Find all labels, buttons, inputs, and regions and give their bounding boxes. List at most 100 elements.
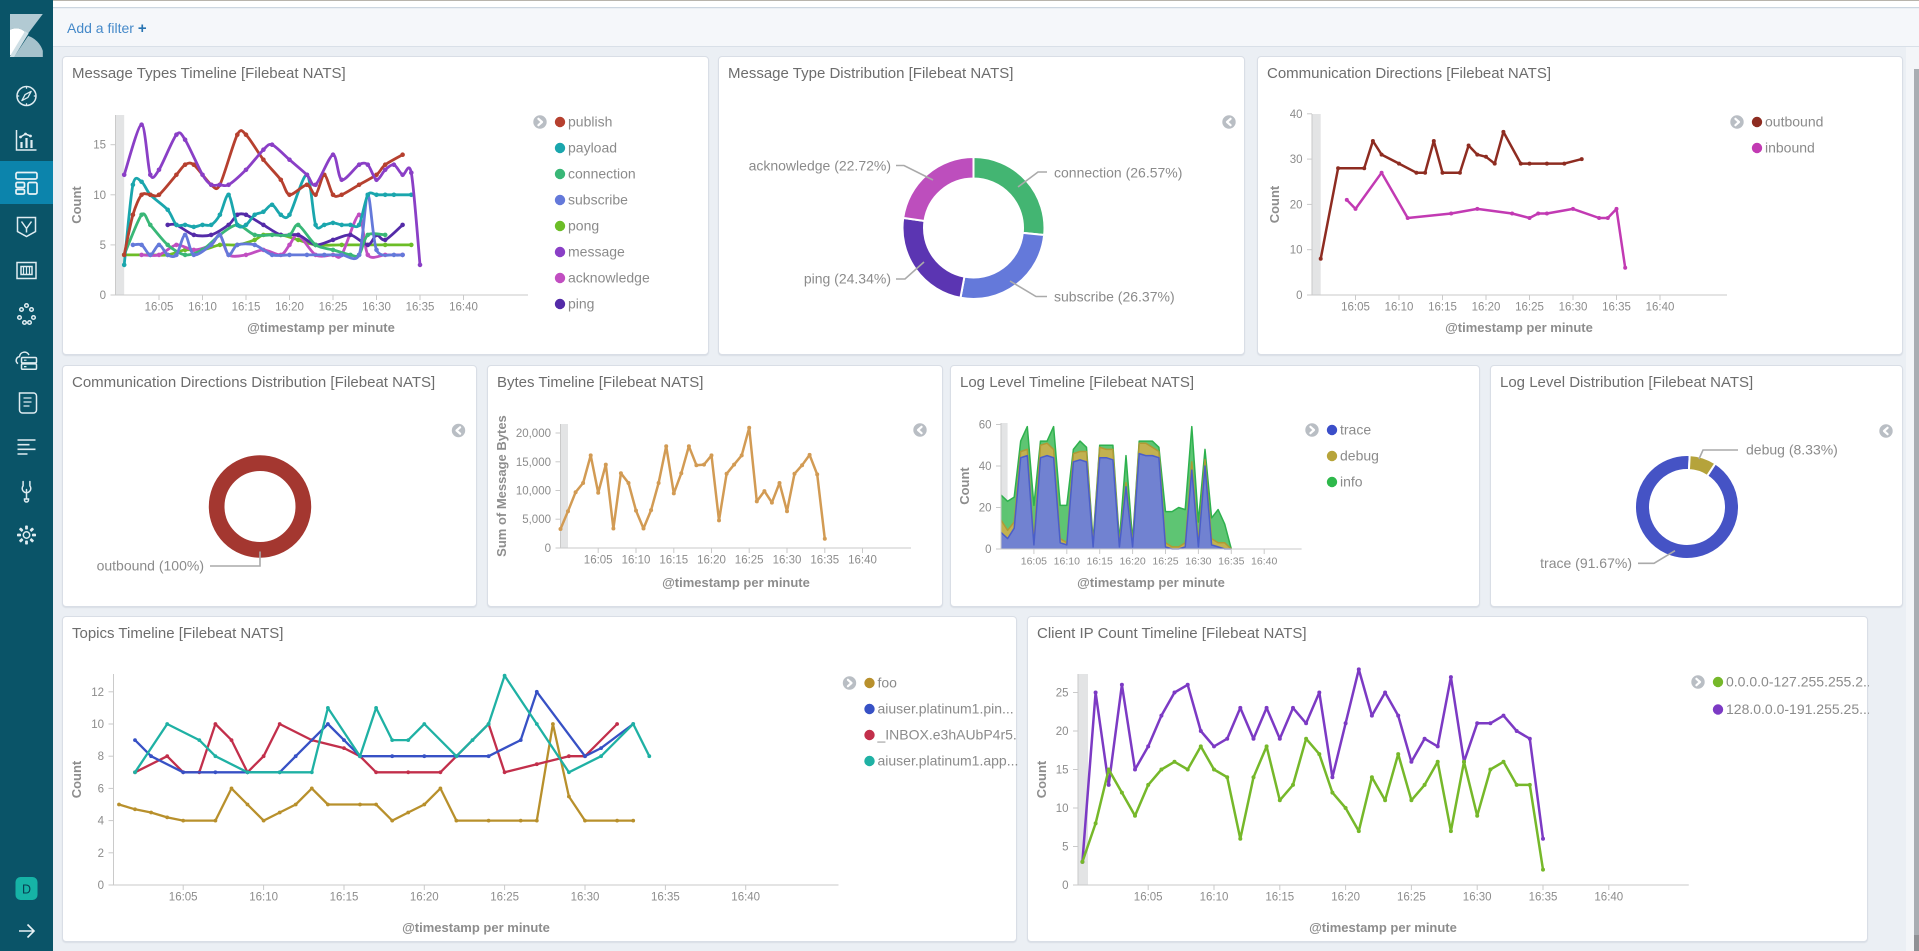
svg-text:D: D — [22, 883, 31, 897]
svg-text:16:25: 16:25 — [735, 555, 764, 567]
svg-text:16:15: 16:15 — [1087, 556, 1113, 568]
svg-text:16:30: 16:30 — [1185, 556, 1211, 568]
svg-text:10: 10 — [93, 190, 106, 202]
svg-text:foo: foo — [878, 675, 898, 691]
svg-text:6: 6 — [98, 783, 104, 795]
svg-text:Count: Count — [1267, 185, 1282, 223]
svg-text:_INBOX.e3hAUbP4r5...: _INBOX.e3hAUbP4r5... — [877, 727, 1019, 743]
svg-text:15: 15 — [1056, 765, 1069, 777]
svg-text:info: info — [1340, 474, 1363, 490]
svg-text:16:25: 16:25 — [1152, 556, 1178, 568]
svg-text:16:05: 16:05 — [1134, 892, 1163, 904]
svg-text:16:10: 16:10 — [1200, 892, 1229, 904]
svg-text:16:40: 16:40 — [1594, 892, 1623, 904]
svg-text:@timestamp per minute: @timestamp per minute — [1309, 920, 1457, 935]
svg-text:16:10: 16:10 — [622, 555, 651, 567]
svg-text:aiuser.platinum1.app...: aiuser.platinum1.app... — [878, 753, 1019, 769]
svg-text:Count: Count — [1034, 760, 1049, 798]
svg-text:0: 0 — [100, 290, 106, 302]
svg-text:payload: payload — [568, 140, 617, 156]
svg-text:16:40: 16:40 — [1646, 302, 1675, 314]
svg-text:5,000: 5,000 — [522, 514, 551, 526]
svg-text:16:15: 16:15 — [659, 555, 688, 567]
svg-text:4: 4 — [98, 816, 105, 828]
svg-text:16:25: 16:25 — [1515, 302, 1544, 314]
svg-text:16:10: 16:10 — [1054, 556, 1080, 568]
svg-text:@timestamp per minute: @timestamp per minute — [402, 920, 550, 935]
svg-text:16:20: 16:20 — [1119, 556, 1145, 568]
svg-text:16:05: 16:05 — [1021, 556, 1047, 568]
svg-text:outbound: outbound — [1765, 114, 1823, 130]
svg-text:16:20: 16:20 — [275, 302, 304, 314]
svg-text:40: 40 — [1290, 109, 1303, 121]
svg-text:2: 2 — [98, 848, 104, 860]
svg-text:connection: connection — [568, 166, 636, 182]
svg-text:10: 10 — [1290, 245, 1303, 257]
svg-text:16:40: 16:40 — [731, 892, 760, 904]
svg-text:0.0.0.0-127.255.255.2...: 0.0.0.0-127.255.255.2... — [1726, 674, 1869, 690]
svg-text:16:35: 16:35 — [1602, 302, 1631, 314]
svg-text:15,000: 15,000 — [516, 457, 551, 469]
svg-text:16:10: 16:10 — [249, 892, 278, 904]
svg-text:16:20: 16:20 — [697, 555, 726, 567]
svg-text:16:25: 16:25 — [319, 302, 348, 314]
svg-text:message: message — [568, 244, 625, 260]
svg-text:trace: trace — [1340, 422, 1371, 438]
svg-text:16:05: 16:05 — [145, 302, 174, 314]
svg-text:16:10: 16:10 — [1385, 302, 1414, 314]
svg-text:20: 20 — [1056, 726, 1069, 738]
svg-text:connection (26.57%): connection (26.57%) — [1054, 165, 1182, 181]
svg-text:subscribe (26.37%): subscribe (26.37%) — [1054, 289, 1175, 305]
svg-text:20: 20 — [1290, 199, 1303, 211]
svg-text:16:30: 16:30 — [1559, 302, 1588, 314]
svg-text:16:35: 16:35 — [1529, 892, 1558, 904]
svg-text:@timestamp per minute: @timestamp per minute — [247, 320, 395, 335]
svg-text:acknowledge: acknowledge — [568, 270, 650, 286]
svg-text:0: 0 — [98, 880, 104, 892]
svg-text:128.0.0.0-191.255.25...: 128.0.0.0-191.255.25... — [1726, 701, 1869, 717]
svg-text:16:40: 16:40 — [848, 555, 877, 567]
svg-text:12: 12 — [91, 687, 104, 699]
svg-text:16:20: 16:20 — [1331, 892, 1360, 904]
svg-text:20,000: 20,000 — [516, 428, 551, 440]
svg-text:5: 5 — [1062, 842, 1068, 854]
svg-text:16:10: 16:10 — [188, 302, 217, 314]
svg-text:30: 30 — [1290, 154, 1303, 166]
svg-text:16:20: 16:20 — [410, 892, 439, 904]
svg-text:16:30: 16:30 — [773, 555, 802, 567]
svg-text:16:25: 16:25 — [490, 892, 519, 904]
svg-text:8: 8 — [98, 751, 104, 763]
svg-text:0: 0 — [1062, 880, 1068, 892]
svg-text:debug (8.33%): debug (8.33%) — [1746, 442, 1838, 458]
svg-text:5: 5 — [100, 240, 106, 252]
svg-text:aiuser.platinum1.pin...: aiuser.platinum1.pin... — [878, 701, 1014, 717]
svg-text:16:15: 16:15 — [1265, 892, 1294, 904]
svg-text:acknowledge (22.72%): acknowledge (22.72%) — [749, 158, 891, 174]
svg-text:ping (24.34%): ping (24.34%) — [804, 271, 891, 287]
svg-text:subscribe: subscribe — [568, 192, 628, 208]
svg-text:16:15: 16:15 — [232, 302, 261, 314]
svg-text:Sum of Message Bytes: Sum of Message Bytes — [494, 415, 509, 557]
svg-text:pong: pong — [568, 218, 599, 234]
svg-text:16:35: 16:35 — [810, 555, 839, 567]
svg-text:@timestamp per minute: @timestamp per minute — [1445, 320, 1593, 335]
svg-text:16:05: 16:05 — [169, 892, 198, 904]
svg-text:20: 20 — [979, 503, 992, 515]
svg-text:Count: Count — [69, 186, 84, 224]
svg-text:16:30: 16:30 — [571, 892, 600, 904]
svg-text:outbound (100%): outbound (100%) — [97, 558, 204, 574]
svg-text:trace (91.67%): trace (91.67%) — [1540, 555, 1632, 571]
svg-text:Count: Count — [957, 467, 972, 505]
svg-text:16:40: 16:40 — [1251, 556, 1277, 568]
svg-text:inbound: inbound — [1765, 140, 1815, 156]
svg-text:16:25: 16:25 — [1397, 892, 1426, 904]
svg-text:16:35: 16:35 — [651, 892, 680, 904]
svg-text:0: 0 — [1296, 290, 1302, 302]
svg-text:16:05: 16:05 — [1341, 302, 1370, 314]
svg-text:16:30: 16:30 — [1463, 892, 1492, 904]
svg-text:16:30: 16:30 — [362, 302, 391, 314]
svg-text:15: 15 — [93, 140, 106, 152]
svg-text:16:40: 16:40 — [449, 302, 478, 314]
svg-text:@timestamp per minute: @timestamp per minute — [1077, 575, 1225, 590]
svg-text:10: 10 — [91, 719, 104, 731]
